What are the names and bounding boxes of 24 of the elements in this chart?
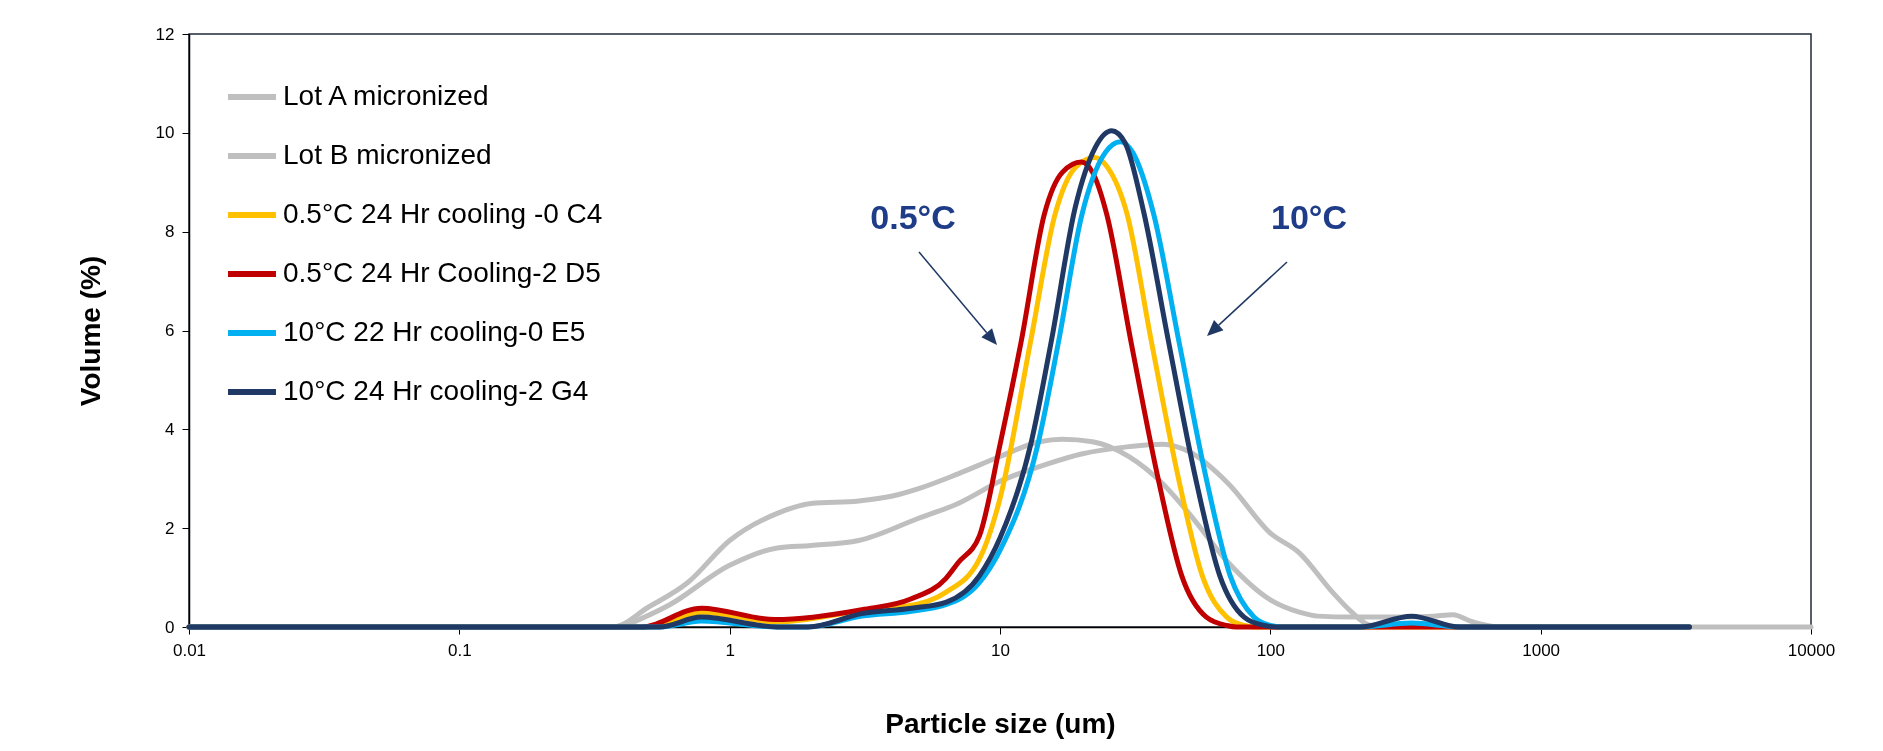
x-axis-title: Particle size (um) [885, 707, 1116, 739]
x-tick-label: 1 [725, 640, 735, 660]
x-tick-label: 0.01 [172, 640, 207, 660]
legend-label: Lot A micronized [283, 80, 489, 111]
x-tick-label: 1000 [1522, 640, 1561, 660]
y-tick-label: 2 [165, 518, 175, 538]
legend-label: Lot B micronized [283, 139, 492, 170]
annotation: 0.5°C [870, 197, 956, 236]
x-tick-label: 10 [991, 640, 1010, 660]
legend-label: 10°C 22 Hr cooling-0 E5 [283, 316, 586, 347]
legend-label: 0.5°C 24 Hr cooling -0 C4 [283, 198, 603, 229]
y-tick-label: 4 [165, 419, 175, 439]
x-tick-label: 100 [1256, 640, 1286, 660]
y-tick-label: 8 [165, 222, 175, 242]
y-tick-label: 6 [165, 321, 175, 340]
x-tick-label: 0.1 [448, 640, 472, 660]
y-axis-title: Volume (%) [74, 255, 106, 407]
legend-label: 10°C 24 Hr cooling-2 G4 [283, 375, 589, 406]
y-tick-label: 0 [165, 617, 175, 637]
y-tick-label: 12 [155, 24, 175, 44]
legend-label: 0.5°C 24 Hr Cooling-2 D5 [283, 257, 601, 288]
annotation: 10°C [1271, 197, 1347, 236]
x-tick-label: 10000 [1787, 640, 1836, 660]
y-tick-label: 10 [155, 123, 175, 143]
